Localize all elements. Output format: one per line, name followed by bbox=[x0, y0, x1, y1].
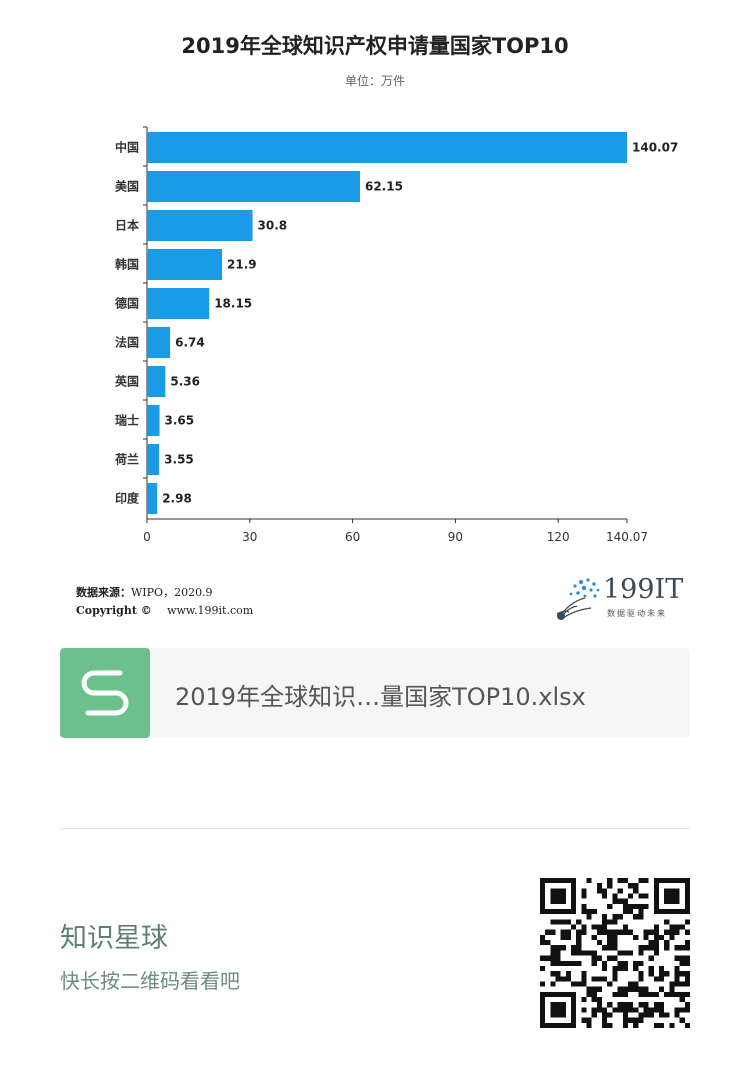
x-tick-label: 140.07 bbox=[606, 530, 648, 544]
category-label: 法国 bbox=[115, 335, 139, 350]
x-tick-label: 120 bbox=[547, 530, 570, 544]
data-source-label: 数据来源： bbox=[76, 586, 131, 599]
bar bbox=[147, 405, 160, 436]
bar bbox=[147, 327, 171, 358]
bar bbox=[147, 288, 210, 319]
category-label: 中国 bbox=[115, 140, 139, 155]
data-label: 30.8 bbox=[258, 219, 288, 233]
category-label: 荷兰 bbox=[114, 452, 139, 467]
data-label: 2.98 bbox=[162, 492, 192, 506]
data-label: 62.15 bbox=[365, 180, 403, 194]
copyright-label: Copyright © bbox=[76, 604, 152, 617]
qr-code-icon[interactable] bbox=[540, 878, 690, 1028]
x-tick-label: 60 bbox=[345, 530, 360, 544]
bar bbox=[147, 444, 160, 475]
footer-subtitle: 快长按二维码看看吧 bbox=[60, 969, 240, 993]
data-label: 6.74 bbox=[175, 336, 205, 350]
category-label: 德国 bbox=[115, 296, 139, 311]
copyright: Copyright © www.199it.com bbox=[76, 604, 253, 617]
data-label: 140.07 bbox=[632, 141, 678, 155]
data-source-value: WIPO，2020.9 bbox=[131, 586, 213, 599]
data-source: 数据来源：WIPO，2020.9 bbox=[76, 584, 213, 600]
divider bbox=[60, 828, 690, 829]
data-label: 5.36 bbox=[170, 375, 200, 389]
bar bbox=[147, 132, 627, 163]
data-label: 21.9 bbox=[227, 258, 257, 272]
x-tick-label: 90 bbox=[448, 530, 463, 544]
chart-title: 2019年全球知识产权申请量国家TOP10 bbox=[181, 34, 569, 58]
bar bbox=[147, 210, 253, 241]
category-label: 瑞士 bbox=[115, 413, 139, 428]
footer-title: 知识星球 bbox=[60, 923, 168, 954]
logo-text: 199IT bbox=[603, 574, 684, 605]
category-label: 韩国 bbox=[115, 257, 139, 272]
logo-tagline: 数据驱动未来 bbox=[607, 609, 667, 618]
file-name: 2019年全球知识…量国家TOP10.xlsx bbox=[175, 683, 586, 711]
bar bbox=[147, 171, 360, 202]
bar bbox=[147, 483, 158, 514]
bar bbox=[147, 249, 223, 280]
s-logo-icon bbox=[60, 648, 150, 738]
x-tick-label: 30 bbox=[242, 530, 257, 544]
bar-chart: 中国 140.07 美国 62.15 日本 30.8 韩国 21.9 德国 18.15 法国 6.74… bbox=[114, 126, 678, 544]
199it-logo: 199IT 数据驱动未来 bbox=[555, 574, 685, 622]
data-label: 3.65 bbox=[165, 414, 195, 428]
dandelion-icon bbox=[556, 578, 600, 620]
copyright-value: www.199it.com bbox=[167, 604, 254, 617]
category-label: 日本 bbox=[115, 218, 139, 233]
x-tick-label: 0 bbox=[143, 530, 151, 544]
category-label: 美国 bbox=[115, 179, 139, 194]
chart-subtitle: 单位：万件 bbox=[344, 74, 405, 88]
category-label: 英国 bbox=[115, 374, 139, 389]
data-label: 3.55 bbox=[164, 453, 194, 467]
file-card[interactable]: 2019年全球知识…量国家TOP10.xlsx bbox=[60, 648, 690, 738]
bar bbox=[147, 366, 166, 397]
data-label: 18.15 bbox=[214, 297, 252, 311]
category-label: 印度 bbox=[115, 491, 140, 506]
